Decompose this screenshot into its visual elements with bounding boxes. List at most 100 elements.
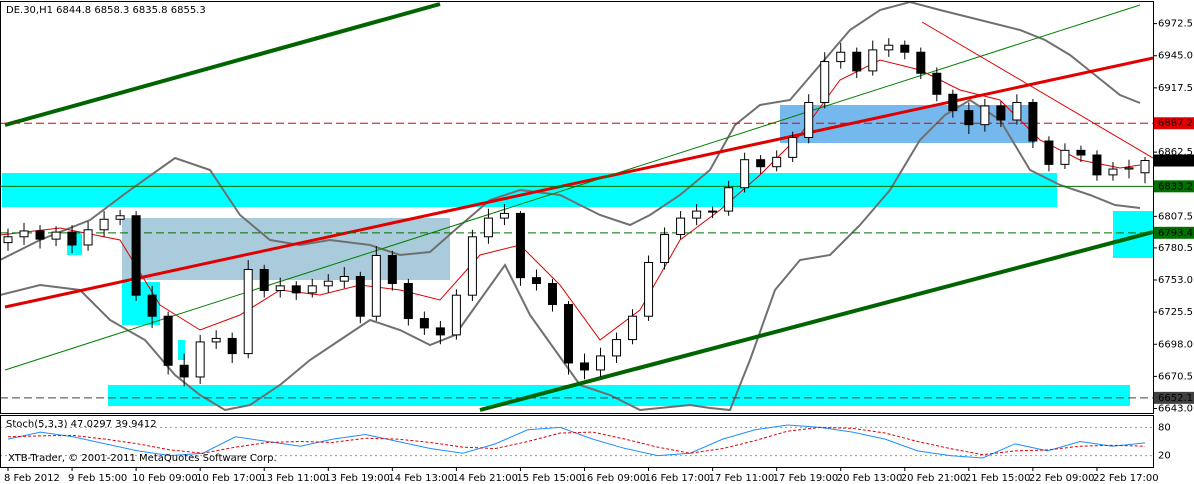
candle-body (547, 283, 557, 306)
y-tick-label: 6862.5 (1158, 147, 1193, 158)
x-tick-label: 10 Feb 09:00 (132, 473, 198, 484)
candle-body (355, 276, 365, 317)
candle-body (435, 327, 445, 336)
candle-body (900, 44, 910, 53)
stoch-main: 47.0297 (71, 419, 112, 430)
candle-body (948, 93, 958, 112)
candle-body (307, 285, 317, 294)
bollinger-upper (0, 0, 1141, 261)
candle-body (67, 231, 77, 246)
candles (3, 38, 1150, 387)
level-label: 6652.1 (1158, 393, 1193, 404)
trend-line (479, 230, 1154, 412)
candle-body (515, 212, 525, 279)
stoch-signal: 39.9412 (115, 419, 156, 430)
candle-body (35, 230, 45, 240)
y-tick-label: 6643.0 (1158, 403, 1193, 414)
candle-body (756, 159, 766, 168)
level-marker (1154, 226, 1194, 239)
candle-body (115, 215, 125, 220)
chart-header: DE.30,H1 6844.8 6858.3 6835.8 6855.3 (6, 5, 206, 16)
high-price: 6858.3 (94, 5, 129, 16)
zone (178, 340, 185, 360)
price-marker (1154, 154, 1194, 167)
y-tick-label: 20 (1158, 451, 1171, 462)
x-tick-label: 8 Feb 2012 (4, 473, 60, 484)
drawing-objects (0, 0, 1154, 412)
stoch-pane-border (0, 415, 1154, 468)
candle-body (660, 233, 670, 263)
candle-body (531, 277, 541, 285)
candle-body (916, 51, 926, 74)
candle-body (932, 72, 942, 95)
trend-line (4, 4, 1141, 371)
candle-body (676, 217, 686, 235)
candle-body (1140, 160, 1150, 174)
stoch-line (7, 424, 1146, 459)
candle-body (275, 285, 285, 292)
candle-body (836, 51, 846, 63)
level-marker (1154, 391, 1194, 404)
candle-body (451, 294, 461, 336)
candle-body (980, 105, 990, 126)
candle-body (644, 261, 654, 317)
candle-body (179, 364, 189, 378)
x-tick-label: 16 Feb 09:00 (581, 473, 647, 484)
y-tick-label: 6917.5 (1158, 83, 1193, 94)
candle-body (419, 318, 429, 329)
moving-average (0, 59, 1141, 341)
x-tick-label: 15 Feb 15:00 (516, 473, 582, 484)
y-tick-label: 6698.0 (1158, 339, 1193, 350)
y-tick-label: 6780.5 (1158, 243, 1193, 254)
price-label: 6855.3 (1158, 156, 1193, 167)
candle-body (291, 285, 301, 294)
stoch-header: Stoch(5,3,3) 47.0297 39.9412 (6, 419, 157, 430)
level-label: 6887.2 (1158, 118, 1193, 129)
candle-body (1044, 140, 1054, 165)
open-price: 6844.8 (56, 5, 91, 16)
x-tick-label: 17 Feb 19:00 (773, 473, 839, 484)
candle-body (884, 44, 894, 51)
x-tick-label: 20 Feb 21:00 (901, 473, 967, 484)
candle-body (339, 276, 349, 282)
level-marker (1154, 117, 1194, 130)
candle-body (51, 231, 61, 240)
candle-body (868, 49, 878, 72)
trend-line (921, 21, 1154, 159)
candle-body (708, 210, 718, 213)
bollinger-lower (0, 98, 1141, 412)
candle-body (387, 254, 397, 285)
candle-body (1092, 154, 1102, 176)
copyright: XTB-Trader, © 2001-2011 MetaQuotes Softw… (8, 453, 277, 464)
candle-body (403, 283, 413, 320)
levels (0, 122, 1153, 399)
candle-body (1012, 101, 1022, 121)
candle-body (243, 268, 253, 355)
y-tick-label: 6670.5 (1158, 371, 1193, 382)
y-tick-label: 6945.0 (1158, 51, 1193, 62)
x-tick-label: 13 Feb 11:00 (260, 473, 326, 484)
x-tick-label: 16 Feb 17:00 (645, 473, 711, 484)
y-tick-label: 80 (1158, 422, 1171, 433)
candle-body (628, 315, 638, 341)
level-label: 6793.4 (1158, 228, 1193, 239)
candle-body (163, 315, 173, 366)
x-tick-label: 14 Feb 13:00 (388, 473, 454, 484)
candle-body (740, 159, 750, 189)
candle-body (131, 215, 141, 296)
x-tick-label: 9 Feb 15:00 (68, 473, 127, 484)
close-price: 6855.3 (171, 5, 206, 16)
candle-body (99, 218, 109, 231)
candle-body (820, 61, 830, 103)
candle-body (852, 51, 862, 72)
zone (2, 173, 1057, 207)
candle-body (483, 217, 493, 238)
candle-body (1028, 101, 1038, 142)
trend-line (4, 2, 441, 127)
candle-body (467, 236, 477, 296)
main-pane-border (0, 1, 1154, 414)
stoch-title: Stoch(5,3,3) (6, 419, 68, 430)
stochastic (0, 424, 1153, 459)
